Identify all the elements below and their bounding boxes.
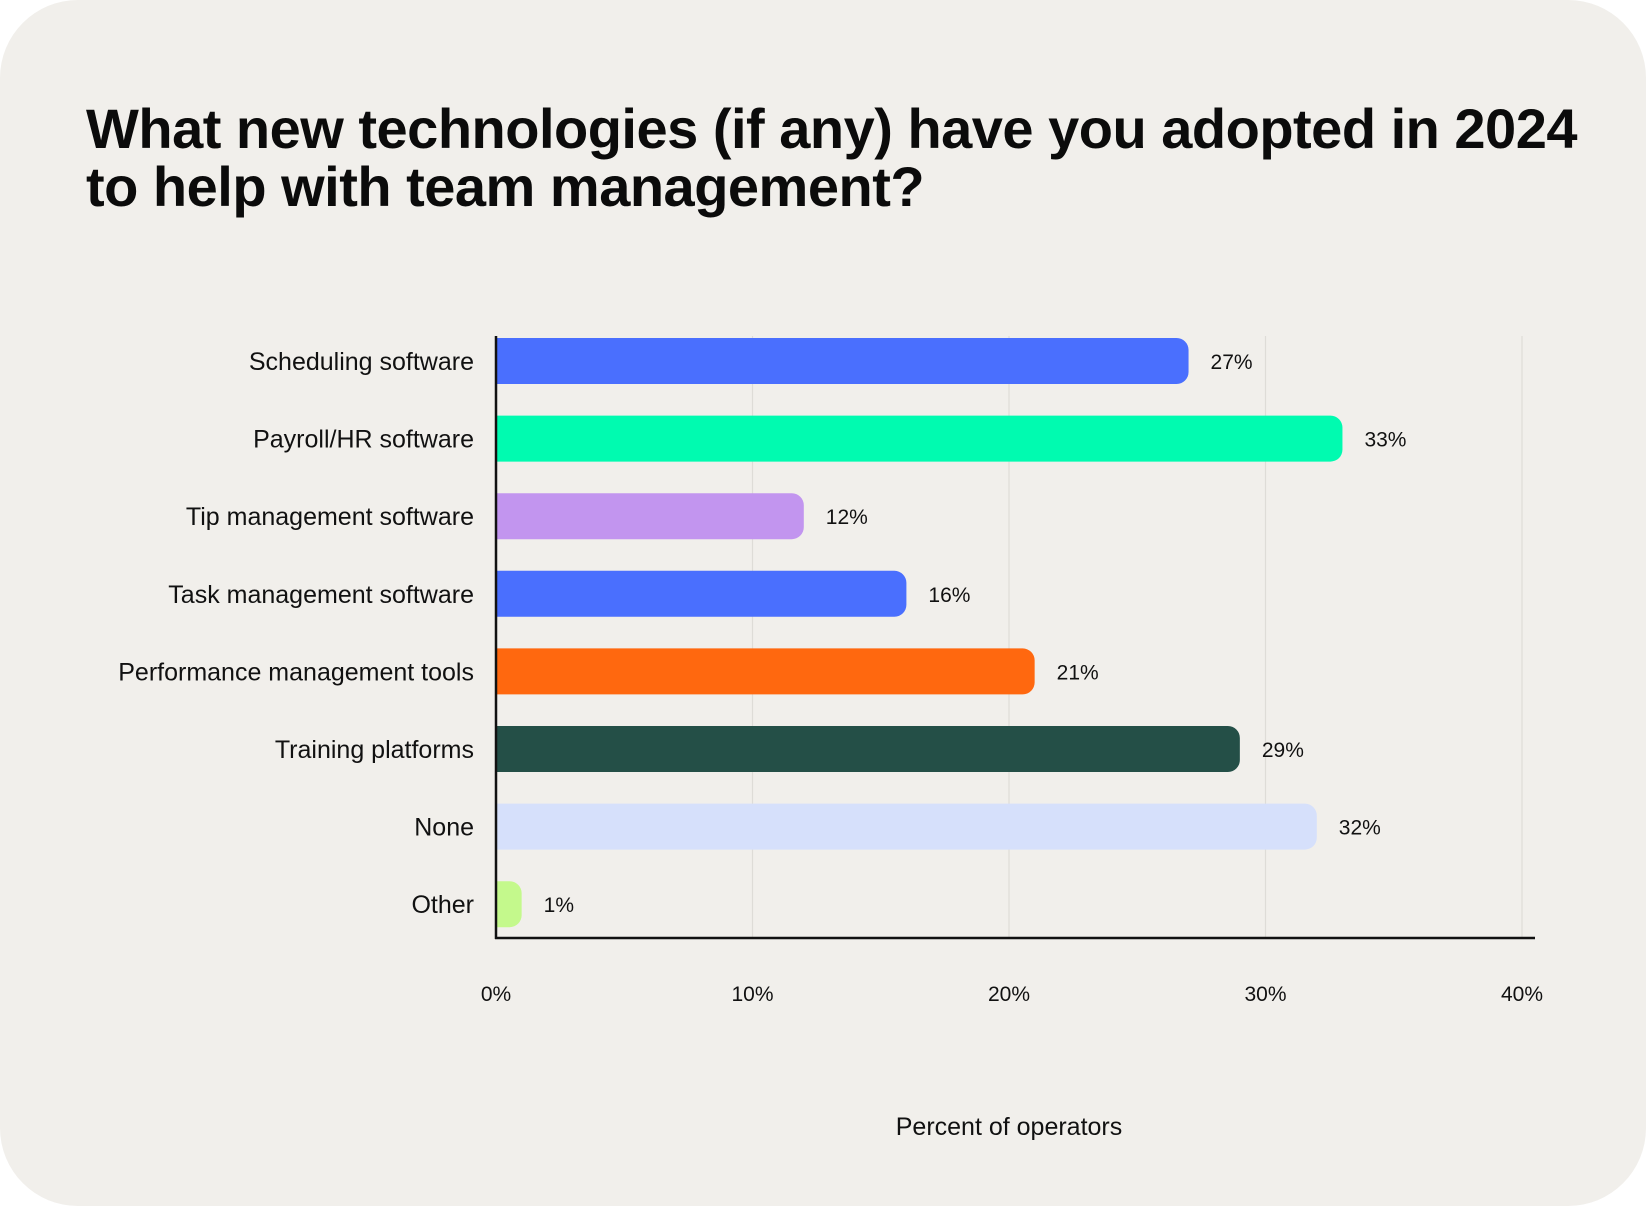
labels: 0% 10% 20% 30% 40% Scheduling software 27% Payr… — [118, 348, 1543, 1006]
value-label: 33% — [1364, 429, 1406, 452]
value-label: 29% — [1262, 739, 1304, 762]
value-label: 27% — [1211, 351, 1253, 374]
category-label: Task management software — [168, 581, 474, 609]
x-tick-label: 10% — [731, 983, 773, 1006]
bar — [496, 726, 1240, 772]
chart-title: What new technologies (if any) have you … — [86, 97, 1577, 218]
category-label: Tip management software — [186, 503, 474, 531]
x-tick-label: 20% — [988, 983, 1030, 1006]
bar — [496, 338, 1189, 384]
bars — [496, 338, 1343, 928]
bar — [496, 415, 1343, 462]
x-tick-label: 0% — [481, 983, 511, 1006]
category-label: Performance management tools — [118, 658, 474, 686]
value-label: 16% — [928, 584, 970, 607]
x-tick-label: 30% — [1244, 983, 1286, 1006]
category-label: None — [414, 814, 474, 842]
value-label: 32% — [1339, 817, 1381, 840]
bar — [496, 803, 1317, 850]
x-axis-title: Percent of operators — [896, 1113, 1123, 1141]
bar — [496, 648, 1035, 695]
category-label: Scheduling software — [249, 348, 474, 376]
bar — [496, 881, 522, 928]
category-label: Training platforms — [275, 736, 474, 764]
value-label: 12% — [826, 506, 868, 529]
axes — [494, 336, 1535, 940]
x-tick-label: 40% — [1501, 983, 1543, 1006]
category-label: Payroll/HR software — [253, 426, 474, 454]
category-label: Other — [411, 891, 474, 919]
value-label: 21% — [1057, 661, 1099, 684]
value-label: 1% — [544, 894, 574, 917]
bar — [496, 493, 804, 540]
bar — [496, 570, 907, 617]
